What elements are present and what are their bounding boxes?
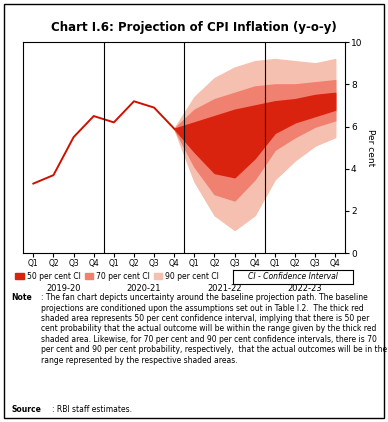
Text: Chart I.6: Projection of CPI Inflation (y-o-y): Chart I.6: Projection of CPI Inflation (… (51, 21, 337, 34)
Text: : The fan chart depicts uncertainty around the baseline projection path. The bas: : The fan chart depicts uncertainty arou… (41, 293, 387, 365)
Text: Note: Note (12, 293, 32, 302)
Text: 2022-23: 2022-23 (288, 284, 322, 293)
Text: 2019-20: 2019-20 (46, 284, 81, 293)
Text: 2021-22: 2021-22 (207, 284, 242, 293)
Text: CI - Confidence Interval: CI - Confidence Interval (248, 272, 338, 281)
Text: 2020-21: 2020-21 (127, 284, 161, 293)
Text: Source: Source (12, 406, 42, 414)
Text: : RBI staff estimates.: : RBI staff estimates. (52, 406, 132, 414)
Y-axis label: Per cent: Per cent (366, 129, 375, 166)
Legend: 50 per cent CI, 70 per cent CI, 90 per cent CI: 50 per cent CI, 70 per cent CI, 90 per c… (16, 272, 219, 281)
